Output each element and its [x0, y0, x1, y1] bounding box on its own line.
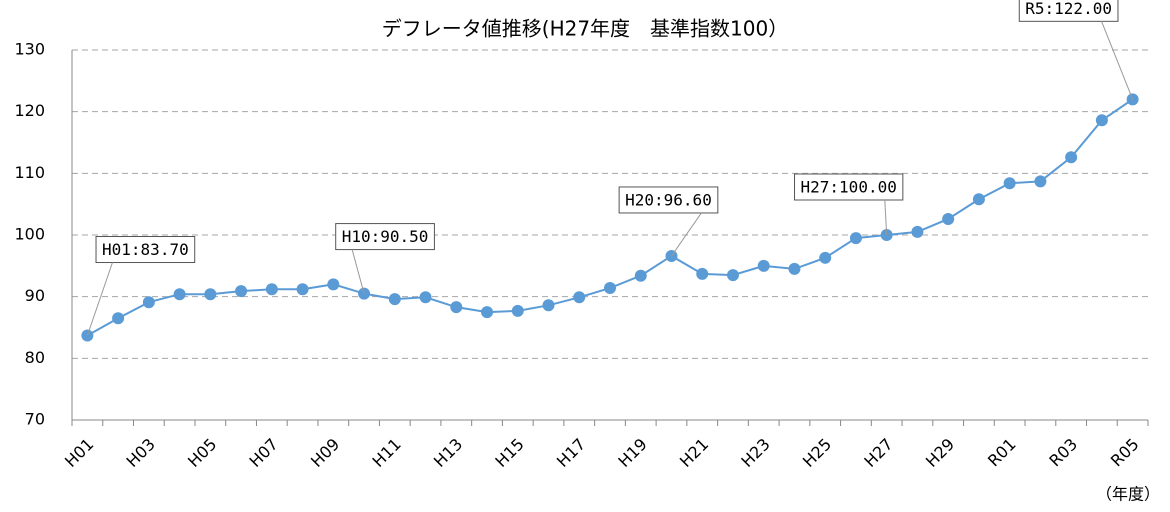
x-tick-label: H21	[676, 435, 712, 471]
y-tick-label: 130	[14, 40, 45, 59]
x-tick-label: H17	[553, 435, 589, 471]
point	[604, 282, 616, 295]
annotation-text: H10:90.50	[342, 227, 429, 246]
point	[972, 193, 985, 206]
point	[942, 212, 955, 225]
annotation-leader	[671, 212, 702, 257]
x-tick-label: R05	[1107, 435, 1143, 471]
annotation-text: H01:83.70	[102, 240, 189, 259]
x-tick-label: H05	[184, 435, 220, 471]
x-tick-label: H11	[368, 435, 404, 471]
point	[265, 283, 278, 296]
line	[86, 98, 1134, 337]
x-tick-label: H23	[737, 435, 773, 471]
annotation-text: R5:122.00	[1025, 0, 1112, 18]
point	[573, 291, 586, 304]
point	[634, 269, 647, 282]
point	[542, 299, 555, 312]
point	[327, 278, 340, 291]
x-tick-label: H09	[307, 435, 343, 471]
point	[235, 285, 248, 298]
point	[450, 301, 463, 314]
annotation-leader	[1101, 21, 1134, 100]
point	[696, 267, 709, 280]
annotation-leader	[351, 249, 365, 294]
y-tick-label: 120	[14, 101, 45, 120]
y-tick-label: 70	[25, 410, 45, 429]
annotation-text: H20:96.60	[625, 190, 712, 209]
x-tick-label: H03	[123, 435, 159, 471]
y-tick-label: 100	[14, 225, 45, 244]
x-tick-label: H13	[430, 435, 466, 471]
annotation-box	[618, 186, 719, 214]
point	[1034, 175, 1047, 188]
x-tick-label: H29	[922, 435, 958, 471]
point	[1065, 151, 1078, 164]
x-axis-label: （年度）	[1096, 485, 1160, 504]
x-tick-label: H15	[491, 435, 527, 471]
annotation-leader	[884, 199, 888, 236]
point	[481, 306, 494, 319]
annotation-box	[95, 236, 196, 264]
point	[1095, 114, 1108, 127]
annotation-box	[335, 223, 435, 251]
point	[726, 269, 739, 282]
point	[142, 296, 155, 309]
annotation-leader	[86, 262, 113, 336]
point	[911, 225, 924, 238]
annotation-box	[794, 173, 904, 201]
annotation-text: H27:100.00	[801, 178, 897, 197]
point	[849, 232, 862, 245]
point	[788, 262, 801, 275]
x-tick-label: R01	[984, 435, 1020, 471]
point	[819, 251, 832, 264]
y-tick-label: 110	[14, 163, 45, 182]
chart-title: デフレータ値推移(H27年度 基準指数100）	[382, 17, 788, 41]
x-tick-label: H01	[61, 435, 97, 471]
y-tick-label: 80	[25, 348, 45, 367]
point	[757, 259, 770, 272]
x-tick-label: H07	[246, 435, 282, 471]
point	[1003, 177, 1016, 190]
point	[296, 283, 309, 296]
point	[173, 288, 186, 301]
x-tick-label: H27	[860, 435, 896, 471]
point	[204, 288, 217, 301]
point	[665, 249, 678, 262]
x-tick-label: R03	[1045, 435, 1081, 471]
x-tick-label: H19	[614, 435, 650, 471]
point	[511, 304, 524, 317]
point	[112, 312, 125, 325]
point	[419, 291, 432, 304]
annotation-box	[1018, 0, 1119, 22]
point	[388, 293, 401, 306]
y-tick-label: 90	[25, 286, 45, 305]
x-tick-label: H25	[799, 435, 835, 471]
